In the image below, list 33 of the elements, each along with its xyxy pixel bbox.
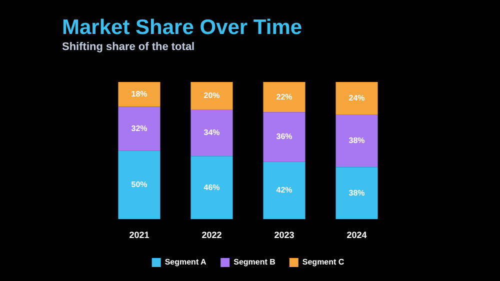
bar <box>118 150 160 220</box>
bar <box>336 82 378 115</box>
legend-label: Segment A <box>164 258 207 267</box>
chart-title: Market Share Over Time <box>62 16 302 40</box>
x-tick-label: 2022 <box>202 230 222 240</box>
bar <box>190 156 233 220</box>
bar <box>336 167 378 220</box>
bar <box>263 82 306 112</box>
data-label: 50% <box>131 180 148 190</box>
data-label: 22% <box>276 92 292 102</box>
bar <box>118 106 160 151</box>
bar <box>190 109 233 156</box>
data-label: 38% <box>348 188 365 198</box>
data-label: 34% <box>204 128 220 137</box>
legend-label: Segment C <box>302 258 344 267</box>
bar <box>263 162 306 220</box>
data-label: 46% <box>204 182 220 192</box>
data-label: 24% <box>348 94 365 103</box>
bar <box>190 82 233 110</box>
x-tick-label: 2023 <box>274 230 294 240</box>
chart-subtitle: Shifting share of the total <box>62 41 195 53</box>
x-tick-label: 2024 <box>346 230 367 240</box>
bar <box>336 114 378 168</box>
bar <box>263 112 306 162</box>
legend-label: Segment B <box>234 258 276 267</box>
data-label: 20% <box>204 90 220 100</box>
bar <box>118 82 160 107</box>
data-label: 36% <box>276 132 292 142</box>
x-tick-label: 2021 <box>129 230 150 240</box>
data-label: 18% <box>131 90 148 99</box>
data-label: 42% <box>276 186 292 195</box>
data-label: 32% <box>131 124 148 133</box>
data-label: 38% <box>348 136 365 146</box>
